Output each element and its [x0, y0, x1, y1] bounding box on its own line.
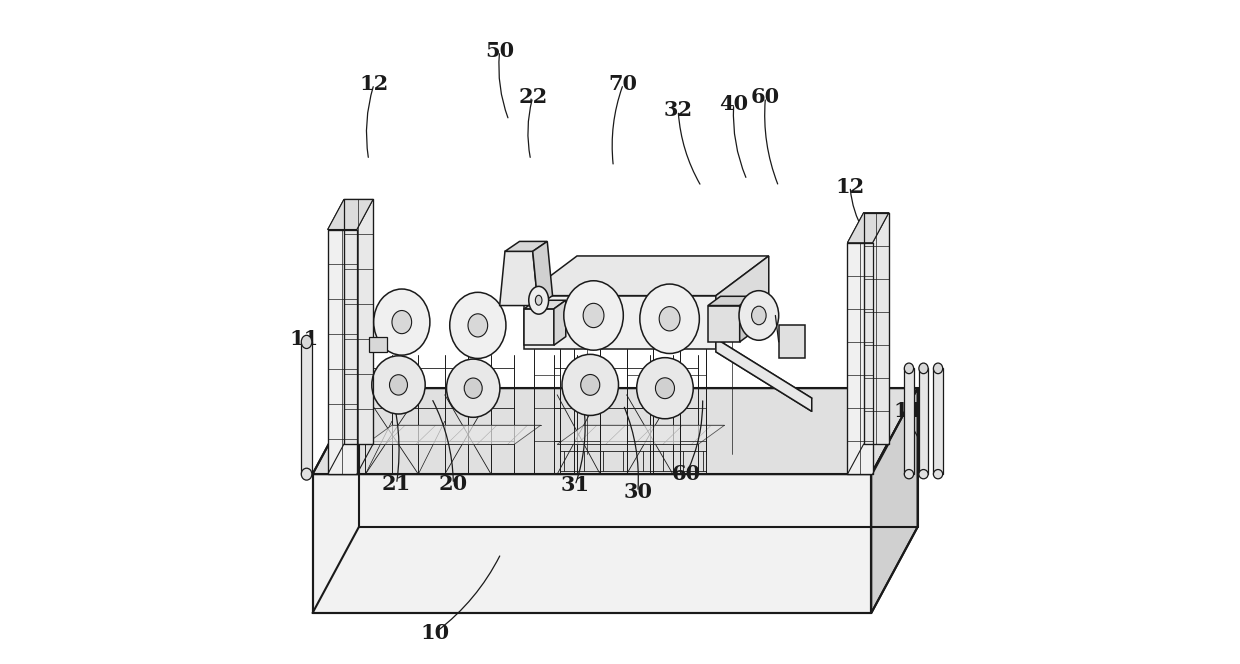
Polygon shape — [715, 339, 812, 411]
Text: 30: 30 — [624, 482, 652, 502]
Polygon shape — [343, 199, 373, 444]
Text: 50: 50 — [485, 41, 515, 61]
Ellipse shape — [446, 359, 500, 417]
Ellipse shape — [528, 286, 548, 314]
Polygon shape — [368, 337, 387, 352]
Ellipse shape — [301, 335, 312, 349]
Text: 12: 12 — [836, 177, 864, 197]
Polygon shape — [301, 342, 312, 474]
Ellipse shape — [467, 314, 487, 337]
Ellipse shape — [580, 374, 600, 395]
Ellipse shape — [450, 292, 506, 359]
Polygon shape — [366, 425, 541, 444]
Polygon shape — [557, 425, 724, 444]
Ellipse shape — [904, 363, 914, 374]
Ellipse shape — [564, 281, 624, 350]
Ellipse shape — [301, 468, 312, 480]
Text: 20: 20 — [439, 474, 467, 494]
Polygon shape — [872, 388, 918, 613]
Ellipse shape — [536, 295, 542, 305]
Polygon shape — [904, 369, 914, 474]
Text: 10: 10 — [420, 623, 449, 643]
Polygon shape — [327, 199, 373, 230]
Ellipse shape — [373, 289, 430, 355]
Ellipse shape — [464, 378, 482, 398]
Ellipse shape — [372, 356, 425, 414]
Polygon shape — [525, 300, 565, 309]
Polygon shape — [847, 212, 889, 243]
Polygon shape — [505, 242, 547, 252]
Ellipse shape — [562, 355, 619, 416]
Text: 11: 11 — [893, 401, 923, 422]
Ellipse shape — [583, 303, 604, 327]
Ellipse shape — [739, 291, 779, 340]
Polygon shape — [934, 369, 942, 474]
Polygon shape — [708, 296, 753, 305]
Polygon shape — [740, 296, 753, 342]
Polygon shape — [554, 300, 565, 345]
Polygon shape — [779, 325, 805, 359]
Polygon shape — [525, 309, 554, 345]
Polygon shape — [533, 242, 553, 305]
Text: 60: 60 — [751, 87, 780, 108]
Text: 31: 31 — [560, 475, 589, 495]
Text: 11: 11 — [289, 329, 319, 349]
Polygon shape — [847, 243, 873, 474]
Ellipse shape — [934, 469, 942, 479]
Polygon shape — [525, 256, 769, 295]
Polygon shape — [312, 388, 918, 474]
Ellipse shape — [919, 469, 928, 479]
Text: 60: 60 — [672, 464, 701, 484]
Ellipse shape — [656, 378, 675, 398]
Polygon shape — [525, 295, 715, 349]
Ellipse shape — [751, 306, 766, 325]
Polygon shape — [708, 305, 740, 342]
Ellipse shape — [934, 363, 942, 374]
Polygon shape — [327, 230, 357, 474]
Ellipse shape — [904, 469, 914, 479]
Ellipse shape — [389, 374, 408, 395]
Ellipse shape — [640, 284, 699, 353]
Polygon shape — [864, 212, 889, 444]
Text: 32: 32 — [663, 100, 693, 120]
Ellipse shape — [660, 307, 680, 331]
Text: 40: 40 — [719, 94, 748, 114]
Text: 22: 22 — [518, 87, 547, 108]
Ellipse shape — [636, 358, 693, 419]
Polygon shape — [312, 474, 872, 613]
Polygon shape — [919, 369, 928, 474]
Ellipse shape — [919, 363, 928, 374]
Text: 12: 12 — [360, 74, 388, 94]
Ellipse shape — [392, 311, 412, 333]
Text: 21: 21 — [382, 474, 412, 494]
Polygon shape — [715, 256, 769, 349]
Text: 70: 70 — [609, 74, 637, 94]
Polygon shape — [500, 252, 538, 305]
